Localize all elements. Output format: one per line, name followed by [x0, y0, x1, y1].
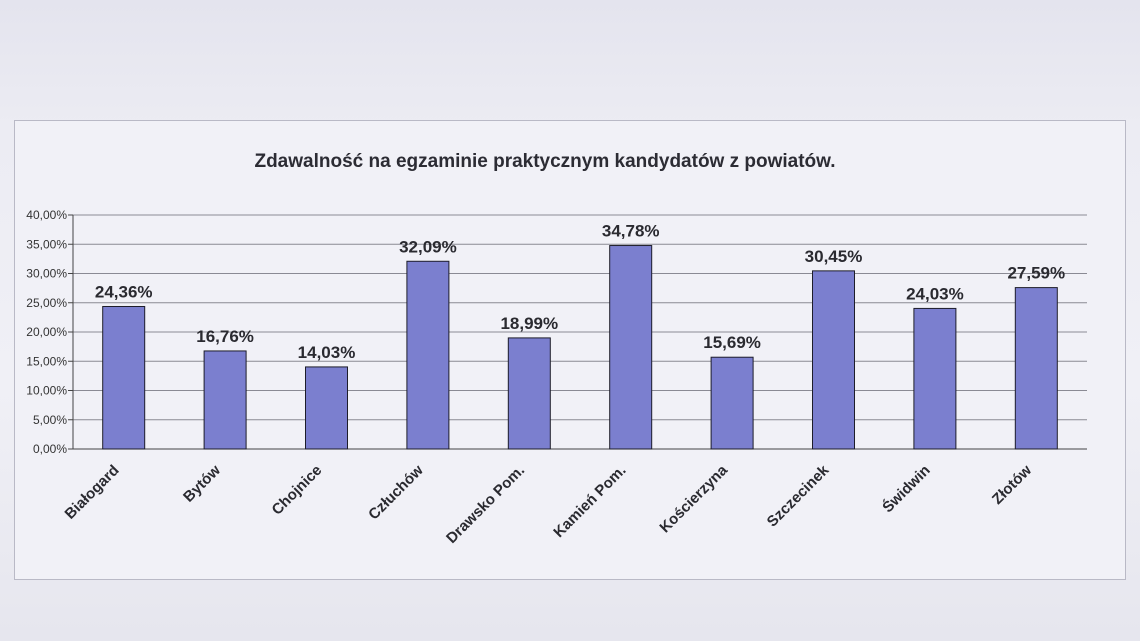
- category-label: Bytów: [180, 462, 224, 506]
- y-tick-label: 0,00%: [33, 442, 67, 456]
- category-label: Złotów: [989, 462, 1035, 508]
- category-labels: Białogard Bytów Chojnice Człuchów Drawsko Po…: [62, 461, 1036, 547]
- category-label: Białogard: [62, 462, 123, 523]
- bar: [609, 245, 653, 450]
- chart-frame: Zdawalność na egzaminie praktycznym kand…: [14, 120, 1126, 580]
- bar: [812, 270, 855, 450]
- chart-title: Zdawalność na egzaminie praktycznym kand…: [254, 151, 835, 172]
- category-label: Kościerzyna: [656, 461, 731, 536]
- y-tick-label: 25,00%: [26, 296, 67, 310]
- category-label: Drawsko Pom.: [443, 462, 528, 547]
- bar: [203, 350, 247, 450]
- y-tick-label: 15,00%: [26, 354, 67, 368]
- data-label: 18,99%: [500, 314, 558, 333]
- data-labels: 24,36% 16,76% 14,03% 32,09% 18,99% 34,78% 15,6…: [95, 222, 1065, 362]
- y-tick-label: 10,00%: [26, 384, 67, 398]
- category-label: Szczecinek: [764, 461, 833, 530]
- data-label: 30,45%: [805, 247, 863, 266]
- bar: [305, 366, 348, 450]
- bar: [710, 356, 754, 450]
- bar: [102, 305, 146, 450]
- y-tick-label: 30,00%: [26, 267, 67, 281]
- data-label: 34,78%: [602, 222, 660, 241]
- bar-chart: Zdawalność na egzaminie praktycznym kand…: [26, 151, 1087, 547]
- data-label: 16,76%: [196, 327, 254, 346]
- data-label: 24,36%: [95, 282, 153, 301]
- y-tick-label: 40,00%: [26, 208, 67, 222]
- category-label: Kamień Pom.: [550, 462, 629, 541]
- data-label: 32,09%: [399, 237, 457, 256]
- category-label: Świdwin: [879, 461, 934, 516]
- y-tick-label: 20,00%: [26, 325, 67, 339]
- data-label: 14,03%: [298, 343, 356, 362]
- data-label: 15,69%: [703, 333, 761, 352]
- y-axis-ticks: 0,00% 5,00% 10,00% 15,00% 20,00% 25,00% 30,00%…: [26, 208, 73, 456]
- category-label: Chojnice: [269, 462, 326, 519]
- category-label: Człuchów: [365, 462, 427, 524]
- bar: [1014, 287, 1058, 450]
- y-tick-label: 5,00%: [33, 413, 67, 427]
- bar: [507, 337, 551, 450]
- bar: [406, 260, 450, 450]
- bar: [913, 307, 957, 450]
- y-tick-label: 35,00%: [26, 237, 67, 251]
- data-label: 27,59%: [1007, 264, 1065, 283]
- bars: [102, 245, 1058, 450]
- data-label: 24,03%: [906, 284, 964, 303]
